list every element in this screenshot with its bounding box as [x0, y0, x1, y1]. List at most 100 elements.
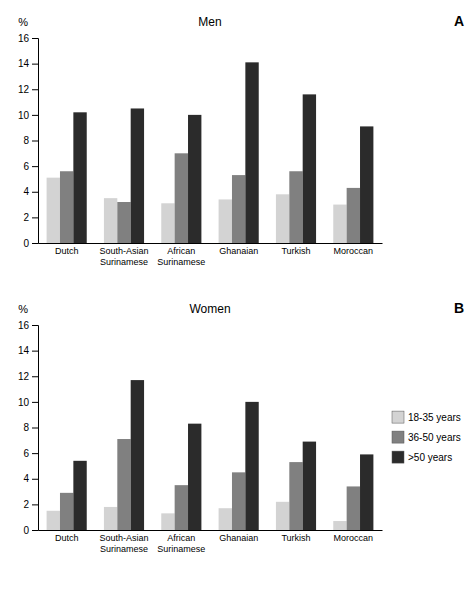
- y-label: %: [18, 303, 28, 315]
- bar: [60, 171, 73, 243]
- tick-label: AfricanSurinamese: [157, 246, 205, 266]
- tick-mark: [32, 38, 38, 39]
- bar: [303, 94, 316, 243]
- tick-label-line: African: [167, 533, 195, 543]
- tick: South-AsianSurinamese: [99, 246, 148, 266]
- tick-label-line: African: [167, 246, 195, 256]
- tick: 0: [23, 238, 38, 249]
- tick-label: South-AsianSurinamese: [99, 246, 148, 266]
- bar: [360, 454, 373, 530]
- bar: [104, 507, 117, 530]
- bar: [289, 171, 302, 243]
- tick-mark: [32, 217, 38, 218]
- tick: South-AsianSurinamese: [99, 533, 148, 553]
- tick-mark: [32, 115, 38, 116]
- bar: [347, 188, 360, 243]
- tick-label-line: Surinamese: [157, 257, 205, 267]
- tick-mark: [32, 530, 38, 531]
- tick-mark: [32, 166, 38, 167]
- tick-mark: [32, 243, 38, 244]
- tick: Turkish: [281, 246, 310, 256]
- tick-label: 14: [18, 345, 30, 356]
- tick: Moroccan: [334, 246, 374, 256]
- tick-label: Ghanaian: [219, 246, 258, 256]
- tick-label-line: Surinamese: [100, 257, 148, 267]
- bar: [333, 205, 346, 243]
- tick-label: Ghanaian: [219, 533, 258, 543]
- axis-line: [32, 326, 39, 531]
- bars: [47, 380, 374, 530]
- tick-mark: [32, 89, 38, 90]
- tick-label: Moroccan: [334, 246, 374, 256]
- tick: Ghanaian: [219, 533, 258, 543]
- tick: Moroccan: [334, 533, 374, 543]
- axis-line: [39, 243, 383, 244]
- bar: [117, 439, 130, 530]
- bar: [276, 194, 289, 243]
- x-axis: DutchSouth-AsianSurinameseAfricanSurinam…: [39, 244, 383, 267]
- tick-mark: [32, 351, 38, 352]
- legend-swatch: [392, 451, 404, 463]
- tick: 10: [18, 397, 38, 408]
- tick-mark: [32, 453, 38, 454]
- tick-label: 8: [23, 135, 29, 146]
- y-axis: 0246810121416: [18, 320, 39, 536]
- tick-mark: [32, 428, 38, 429]
- legend-label: >50 years: [408, 452, 452, 463]
- tick-label: 0: [23, 525, 29, 536]
- tick: 2: [23, 499, 38, 510]
- bar: [303, 442, 316, 530]
- tick-label: Moroccan: [334, 533, 374, 543]
- legend-swatch: [392, 431, 404, 443]
- panel: 0246810121416DutchSouth-AsianSurinameseA…: [18, 300, 464, 554]
- tick-label-line: South-Asian: [99, 246, 148, 256]
- tick-label: 10: [18, 397, 30, 408]
- axis-line: [32, 39, 39, 244]
- bar: [131, 108, 144, 243]
- tick-mark: [32, 192, 38, 193]
- bar: [60, 493, 73, 530]
- tick: Turkish: [281, 533, 310, 543]
- tick: 4: [23, 473, 38, 484]
- bar: [347, 486, 360, 530]
- tick-label: 6: [23, 161, 29, 172]
- bar: [175, 485, 188, 530]
- tick-label: 10: [18, 110, 30, 121]
- tick-label-line: Moroccan: [334, 533, 374, 543]
- tick-label: 4: [23, 186, 29, 197]
- tick: 4: [23, 186, 38, 197]
- tick-mark: [32, 325, 38, 326]
- bar: [289, 462, 302, 530]
- bar: [232, 472, 245, 530]
- tick: 16: [18, 33, 38, 44]
- bar: [161, 203, 174, 243]
- bar: [245, 62, 258, 243]
- legend-label: 18-35 years: [408, 412, 461, 423]
- tick-label-line: Ghanaian: [219, 246, 258, 256]
- tick-label-line: Surinamese: [157, 544, 205, 554]
- tick-label: 16: [18, 33, 30, 44]
- tick-mark: [32, 141, 38, 142]
- tick-label: Turkish: [281, 533, 310, 543]
- tick: 6: [23, 161, 38, 172]
- tick-label: 8: [23, 422, 29, 433]
- bar: [175, 153, 188, 243]
- tick: AfricanSurinamese: [157, 246, 205, 266]
- bar: [117, 202, 130, 243]
- tick: 10: [18, 110, 38, 121]
- title: Men: [198, 15, 221, 29]
- tick: 14: [18, 345, 38, 356]
- bar: [131, 380, 144, 530]
- tick-label: South-AsianSurinamese: [99, 533, 148, 553]
- bar: [73, 112, 86, 243]
- tick-label-line: Surinamese: [100, 544, 148, 554]
- tick-label-line: Turkish: [281, 533, 310, 543]
- tick-label: 6: [23, 448, 29, 459]
- tick: 8: [23, 135, 38, 146]
- tick-label: 14: [18, 58, 30, 69]
- tick-label-line: Dutch: [55, 246, 79, 256]
- bar: [104, 198, 117, 243]
- tick: AfricanSurinamese: [157, 533, 205, 553]
- bar: [245, 402, 258, 530]
- tick-mark: [32, 479, 38, 480]
